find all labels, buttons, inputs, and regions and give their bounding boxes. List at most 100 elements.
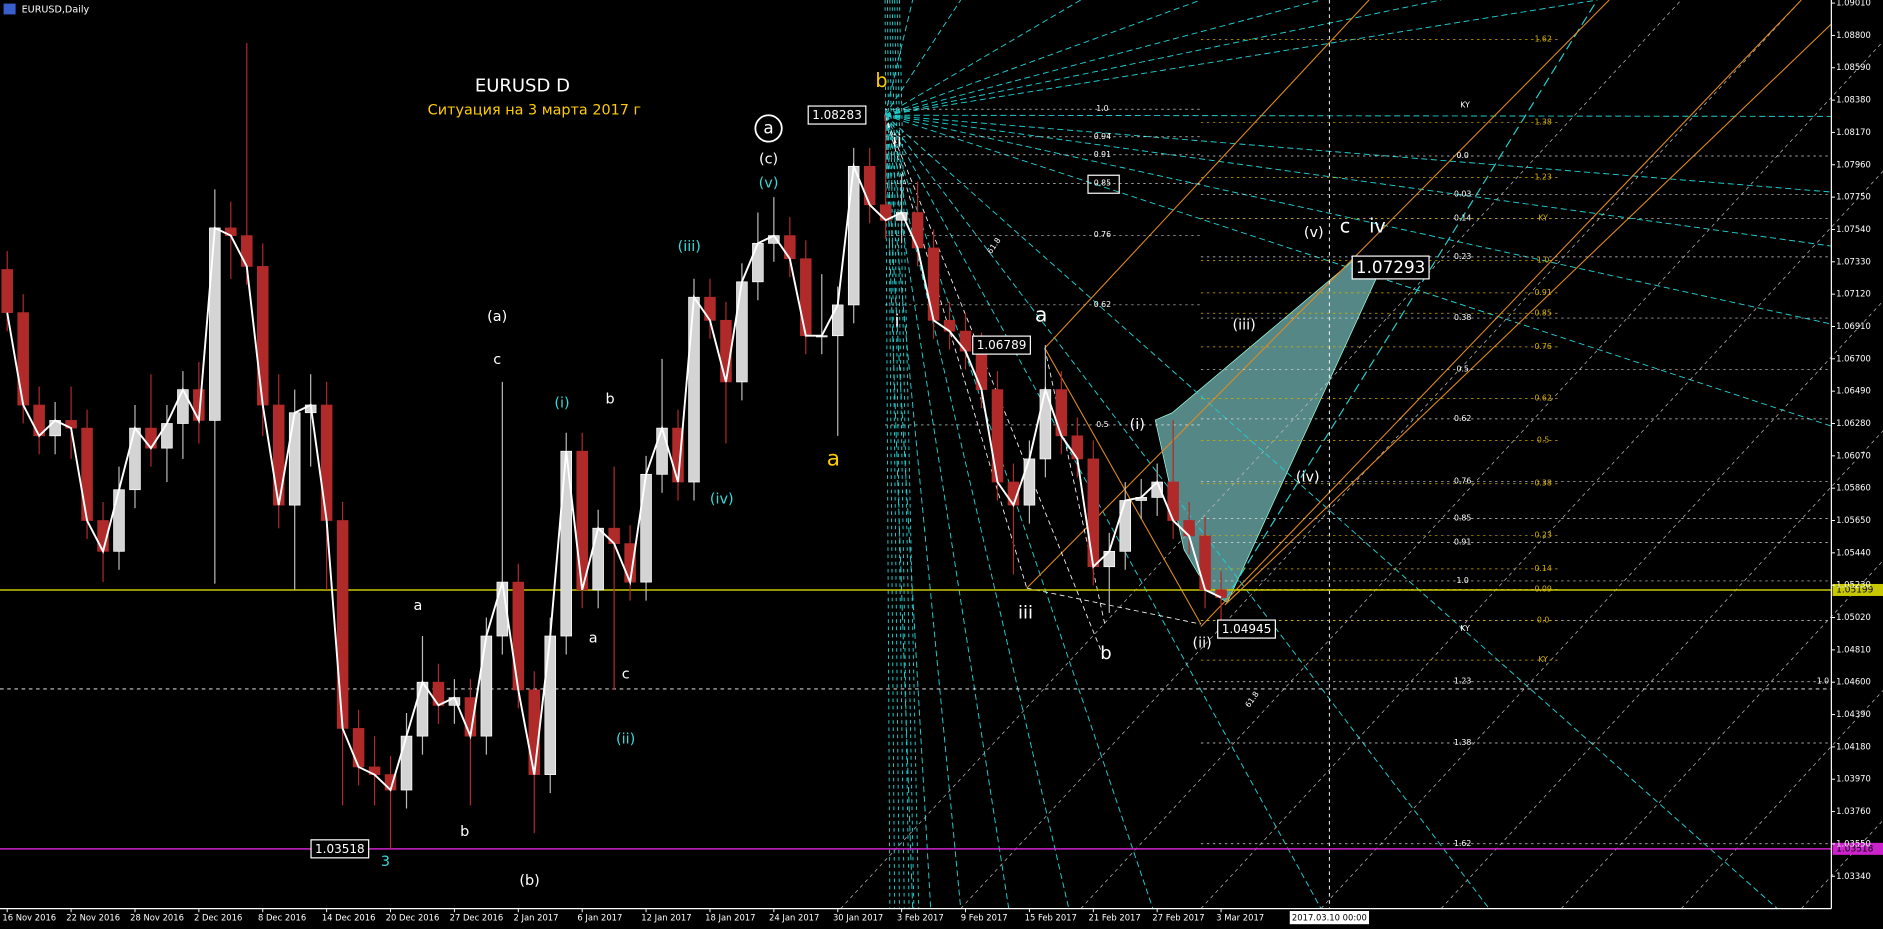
fib-level-label: 1.0 [1456,576,1468,585]
fib-level-label: 0.0 [1456,151,1468,160]
candle-body [145,427,157,449]
x-tick-label: 8 Dec 2016 [258,913,306,923]
price-label-box [972,335,1031,355]
wave-label: a [589,631,598,647]
price-label: 1.07293 [1356,257,1425,277]
y-tick-label: 1.09010 [1836,0,1871,8]
candle-body [656,427,668,475]
candle-body [1055,389,1068,437]
wave-label: (v) [1304,225,1324,241]
y-tick-label: 1.05860 [1836,483,1871,493]
wave-label: (v) [759,176,779,192]
candle-body [177,389,189,424]
chart-title: EURUSD D [475,75,570,96]
candle-body [129,427,141,491]
wave-label: (i) [1130,417,1145,433]
candle-body [688,296,700,483]
candle-body [1023,458,1036,506]
candle-body [352,728,365,768]
y-tick-label: 1.05440 [1836,547,1871,557]
y-tick-label: 1.04810 [1836,644,1871,654]
fib-level-label: 1.38 [1454,738,1471,747]
fib-level-label: KY [1538,213,1548,222]
y-tick-label: 1.08590 [1836,62,1871,72]
wave-circle [754,114,783,143]
cursor-time-tag [1289,910,1370,925]
wave-label: b [605,392,614,408]
wave-label: a [827,447,840,472]
candle-body [113,489,125,552]
fib-level-label: 0.03 [1454,189,1471,198]
drawing-line [884,0,914,116]
price-label-box [807,105,867,125]
y-tick-label: 1.07540 [1836,224,1871,234]
wave-label: iii [1018,602,1033,623]
candle-body [81,427,93,521]
fib-level-label: 0.38 [1454,313,1471,322]
fib-level-label: 0.23 [1454,252,1471,261]
drawing-line [898,0,920,909]
wave-label: a [1035,303,1048,327]
x-tick-label: 12 Jan 2017 [641,913,691,923]
candle-body [1,269,13,313]
drawing-line [884,115,962,909]
chart-subtitle: Ситуация на 3 марта 2017 г [428,102,641,118]
close-line [6,162,1222,792]
x-tick-label: 27 Feb 2017 [1152,913,1204,923]
wave-label: i [895,311,900,331]
drawing-line [960,0,1802,909]
wave-label: iv [1369,214,1386,237]
wave-label: c [493,352,501,368]
fib-level-label: 0.09 [1534,584,1551,593]
price-label: 1.04945 [1222,622,1272,636]
fib-level-label: 1.0 [1537,255,1549,264]
x-tick-label: 16 Nov 2016 [2,913,56,923]
candle-body [432,681,445,706]
fib-level-label: 1.23 [1454,677,1471,686]
fib-level-label: 0.94 [1094,132,1111,141]
y-tick-label: 1.04600 [1836,677,1871,687]
drawing-line [1026,0,1610,589]
wave-label: c [1340,214,1351,237]
candle-body [927,247,940,321]
x-tick-label: 9 Feb 2017 [961,913,1008,923]
price-label-box [1217,619,1276,639]
drawing-line [884,114,1778,909]
y-tick-label: 1.06700 [1836,353,1871,363]
drawing-line [884,115,932,909]
fib-level-label: 0.62 [1094,300,1111,309]
fib-level-label: 0.62 [1454,414,1471,423]
candle-body [400,735,413,791]
y-tick-label: 1.03340 [1836,871,1871,881]
fib-level-label: 0.91 [1094,150,1111,159]
candle-body [1087,458,1100,568]
wave-label: a [413,598,422,614]
window-title: EURUSD,Daily [22,5,90,16]
wave-label: b [460,824,469,840]
x-tick-label: 14 Dec 2016 [322,913,376,923]
x-tick-label: 24 Jan 2017 [769,913,819,923]
y-tick-label: 1.06070 [1836,450,1871,460]
candle-body [528,689,541,775]
fib-level-label: 1.62 [1454,839,1471,848]
candle-body [736,281,748,383]
wave-label: (ii) [1192,635,1211,651]
x-tick-label: 20 Dec 2016 [386,913,440,923]
fib-level-label: 0.5 [1456,365,1468,374]
candle-body [608,527,620,544]
wave-label: (iv) [710,491,734,507]
y-tick-label: 1.06280 [1836,418,1871,428]
price-level-tag [1832,583,1883,596]
x-tick-label: 21 Feb 2017 [1088,913,1140,923]
fib-level-label: KY [1538,655,1548,664]
candle-body [784,235,796,260]
candle-body [752,242,764,283]
fib-level-label: 1.38 [1534,117,1551,126]
price-label-box [310,839,370,859]
drawing-line [884,114,1832,325]
y-tick-label: 1.08380 [1836,95,1871,105]
candle-body [161,423,173,449]
drawing-line [896,0,915,909]
drawing-line [884,115,1028,589]
